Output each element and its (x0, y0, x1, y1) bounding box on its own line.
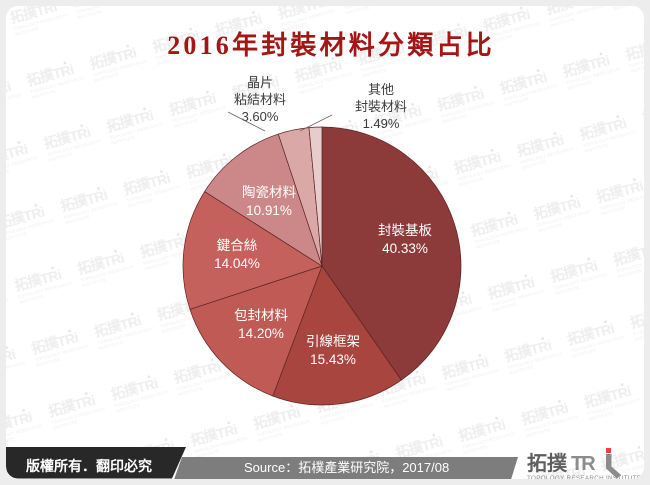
svg-text:TR: TR (571, 453, 596, 475)
svg-text:拓撲: 拓撲 (527, 451, 568, 475)
svg-text:TOPOLOGY RESEARCH INSTITUTE: TOPOLOGY RESEARCH INSTITUTE (527, 475, 641, 479)
